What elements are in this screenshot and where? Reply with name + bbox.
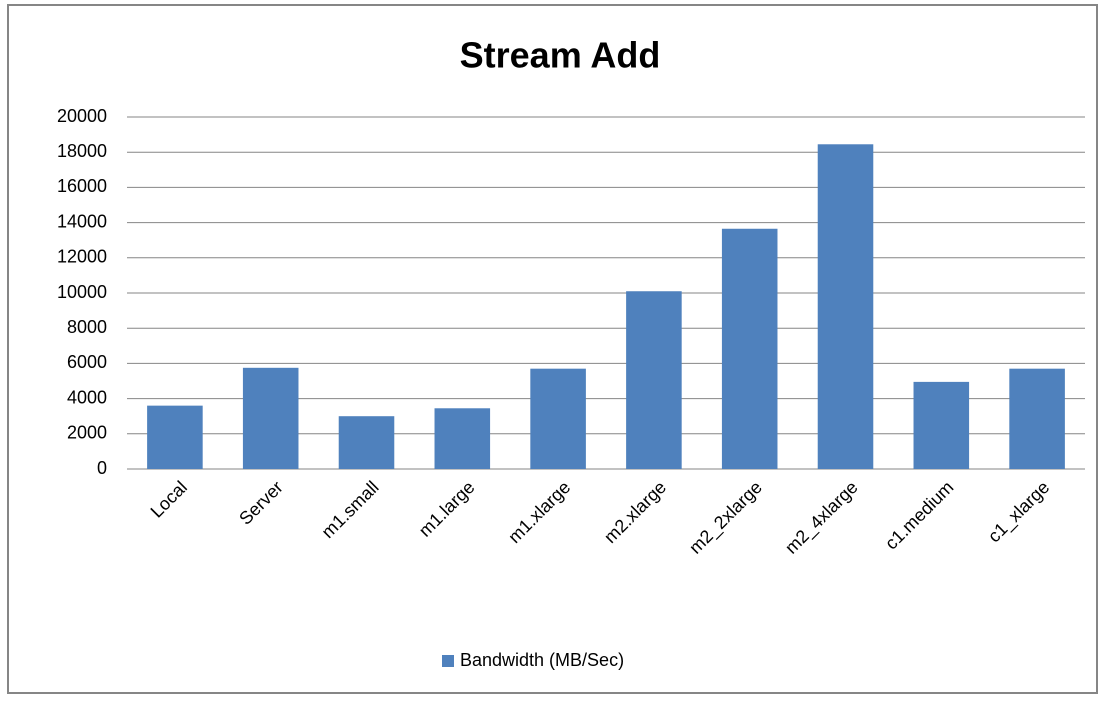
bar — [434, 408, 491, 469]
bar — [242, 367, 299, 469]
bar — [1009, 368, 1065, 469]
bar — [338, 416, 395, 469]
bar — [913, 381, 970, 469]
chart-title: Stream Add — [460, 35, 661, 76]
y-tick-label: 12000 — [57, 247, 107, 267]
y-tick-label: 8000 — [67, 317, 107, 337]
legend-swatch — [442, 655, 454, 667]
y-tick-label: 16000 — [57, 176, 107, 196]
bar — [147, 405, 203, 469]
y-tick-label: 6000 — [67, 352, 107, 372]
y-tick-label: 4000 — [67, 387, 107, 407]
bar — [530, 368, 586, 469]
y-tick-label: 10000 — [57, 282, 107, 302]
y-tick-label: 20000 — [57, 106, 107, 126]
legend-label: Bandwidth (MB/Sec) — [460, 650, 624, 670]
y-tick-label: 14000 — [57, 211, 107, 231]
y-tick-label: 2000 — [67, 423, 107, 443]
y-tick-label: 18000 — [57, 141, 107, 161]
bar — [721, 228, 778, 469]
bar — [626, 291, 682, 469]
chart-border — [7, 4, 1098, 694]
y-tick-label: 0 — [97, 458, 107, 478]
bar — [817, 144, 874, 469]
